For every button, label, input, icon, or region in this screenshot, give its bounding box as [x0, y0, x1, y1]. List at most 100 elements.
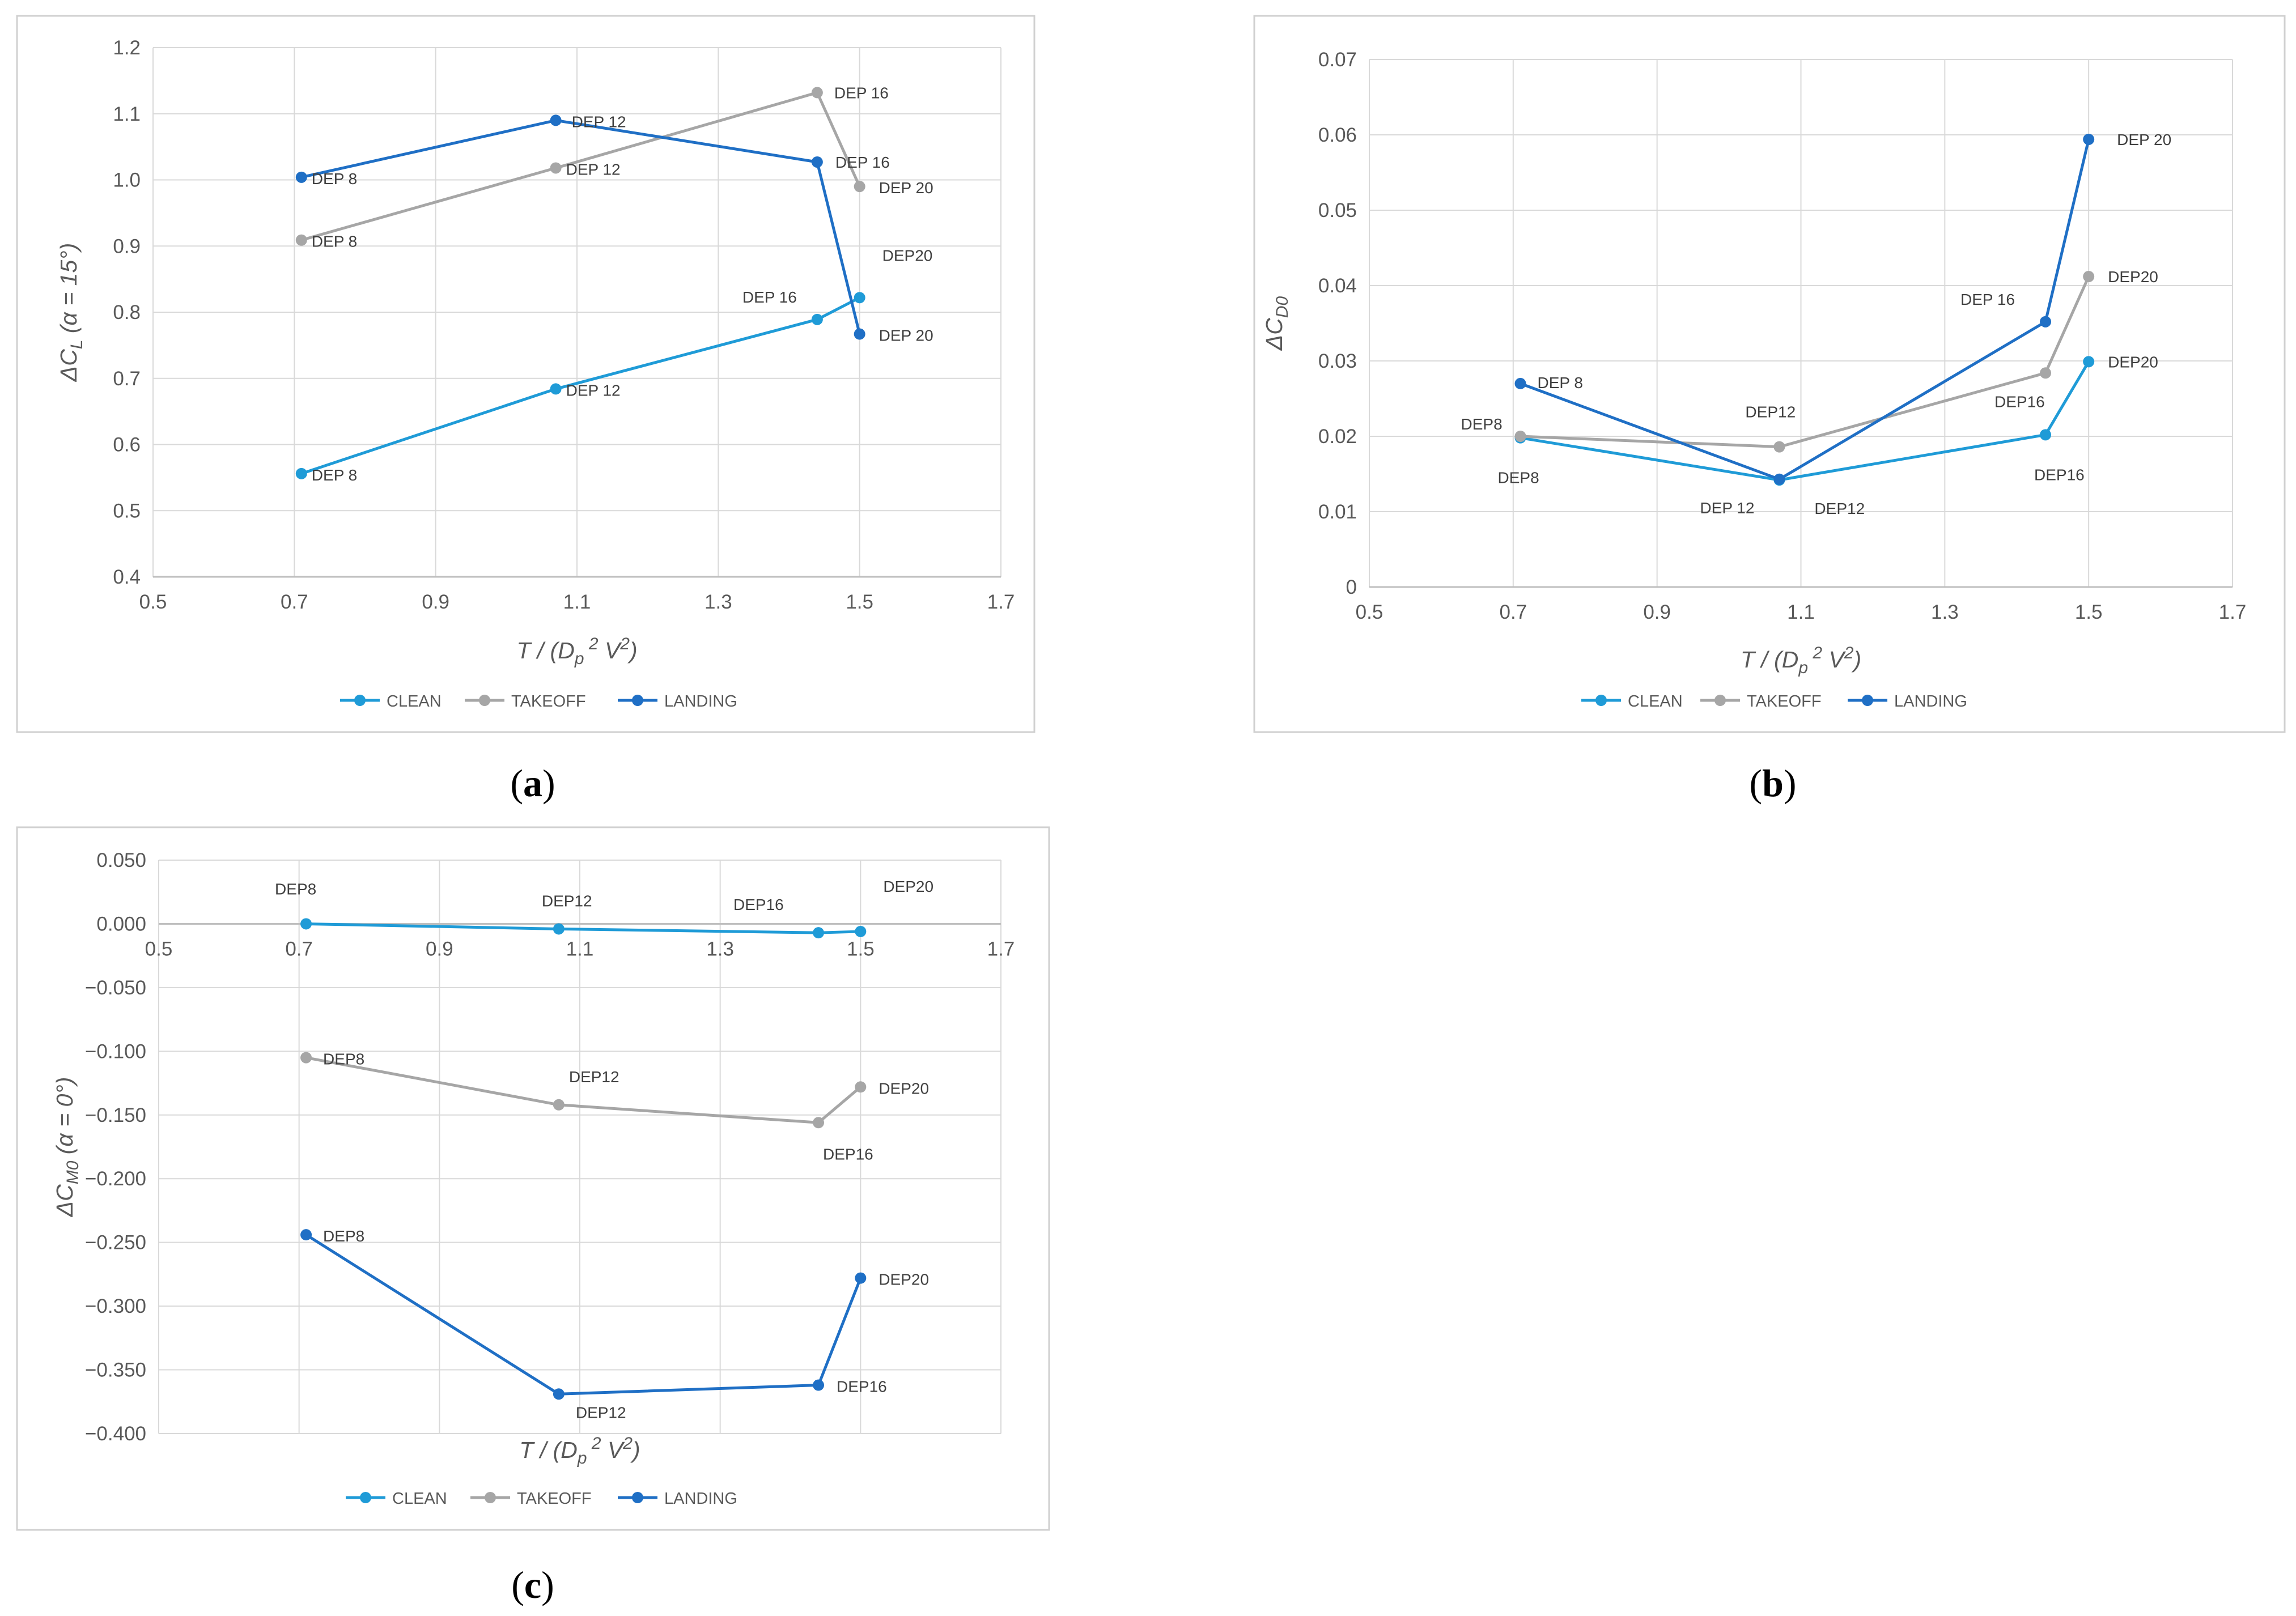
series-landing: DEP8 DEP12 DEP16 DEP20 [300, 1227, 929, 1421]
series-line-clean [305, 922, 861, 934]
data-label: DEP16 [823, 1145, 873, 1163]
data-label: DEP20 [878, 1271, 929, 1288]
y-tick-label: 0.050 [96, 849, 146, 871]
data-point [813, 1117, 825, 1129]
chart-a: 0.5 0.7 0.9 1.1 1.3 1.5 1.7 0.4 0.5 0.6 0.7 0.8 0.9 1… [16, 15, 1035, 733]
data-point [811, 156, 823, 168]
x-tick-label: 1.7 [2219, 601, 2247, 623]
data-point [2040, 429, 2052, 441]
y-tick-label: 0.01 [1318, 501, 1357, 523]
data-label: DEP8 [1461, 415, 1503, 433]
data-label: DEP12 [1814, 500, 1865, 517]
x-tick-label: 1.7 [987, 938, 1015, 960]
x-tick-label: 1.3 [706, 938, 734, 960]
data-point [813, 927, 825, 939]
legend-entry: LANDING [664, 692, 737, 711]
y-tick-label: 0.04 [1318, 275, 1357, 297]
x-tick-label: 0.5 [1356, 601, 1383, 623]
data-point [2040, 316, 2052, 328]
panel-letter: c [524, 1563, 541, 1606]
y-tick-label: 0.4 [113, 566, 141, 588]
data-label: DEP12 [576, 1404, 626, 1421]
y-tick-label: −0.150 [85, 1104, 146, 1126]
data-label: DEP8 [275, 880, 316, 898]
y-tick-label: −0.250 [85, 1232, 146, 1254]
y-tick-label: 0.000 [96, 913, 146, 935]
y-axis-title: ΔCD0 [1261, 296, 1292, 351]
data-point [813, 1379, 825, 1391]
y-tick-label: 1.2 [113, 37, 141, 59]
series-takeoff: DEP8 DEP12 DEP16 DEP20 [300, 1051, 929, 1163]
x-tick-label: 0.5 [139, 591, 167, 613]
data-label: DEP 8 [312, 466, 357, 484]
chart-frame [1253, 15, 2286, 733]
x-tick-label: 1.7 [987, 591, 1015, 613]
legend-entry: LANDING [664, 1490, 737, 1508]
y-tick-label: 0.9 [113, 235, 141, 257]
series-clean: DEP8 DEP12 DEP16 DEP20 [1498, 353, 2158, 517]
series-line-clean [1520, 361, 2090, 482]
data-label: DEP20 [878, 1079, 929, 1097]
x-tick-label: 1.5 [846, 591, 873, 613]
data-label: DEP20 [2108, 353, 2158, 371]
data-label: DEP16 [2034, 466, 2085, 483]
y-tick-label: 0.06 [1318, 124, 1357, 146]
x-tick-label: 1.1 [563, 591, 591, 613]
data-point [295, 171, 307, 183]
legend: CLEAN TAKEOFF LANDING [346, 1490, 737, 1508]
legend-entry: TAKEOFF [517, 1490, 592, 1508]
x-tick-label: 1.1 [1787, 601, 1815, 623]
data-label: DEP 8 [1538, 374, 1583, 392]
data-label: DEP 8 [312, 233, 357, 250]
legend-swatch-marker [1595, 695, 1607, 706]
panel-caption: (a) [510, 762, 555, 805]
data-label: DEP 16 [742, 288, 797, 306]
legend-swatch-marker [360, 1492, 371, 1503]
data-label: DEP16 [1994, 393, 2045, 410]
data-point [300, 1229, 312, 1241]
chart-b: 0.5 0.7 0.9 1.1 1.3 1.5 1.7 0 0.01 0.02 0.03 0.04 0.… [1253, 15, 2286, 733]
series-line-clean [301, 296, 860, 475]
data-point [855, 1081, 867, 1093]
y-tick-label: −0.400 [85, 1423, 146, 1445]
y-tick-label: 0.6 [113, 434, 141, 456]
y-tick-label: 1.0 [113, 169, 141, 192]
data-point [855, 1272, 867, 1284]
series-clean: DEP8 DEP12 DEP16 DEP20 [275, 878, 933, 939]
data-point [854, 328, 865, 340]
data-label: DEP 16 [834, 84, 889, 101]
legend: CLEAN TAKEOFF LANDING [340, 692, 737, 711]
y-tick-label: −0.350 [85, 1359, 146, 1381]
x-tick-label: 1.3 [1931, 601, 1959, 623]
y-tick-label: 1.1 [113, 103, 141, 125]
data-point [2083, 271, 2095, 283]
x-axis-title: T / (Dp 2 V2) [516, 635, 637, 668]
legend-swatch-marker [485, 1492, 496, 1503]
data-label: DEP 12 [1700, 499, 1754, 517]
y-tick-label: −0.300 [85, 1295, 146, 1317]
data-point [2083, 356, 2095, 368]
data-point [295, 234, 307, 246]
series-line-takeoff [1520, 276, 2090, 449]
x-tick-label: 0.7 [281, 591, 308, 613]
series-line-takeoff [305, 1056, 861, 1124]
data-point [811, 87, 823, 99]
data-label: DEP20 [2108, 268, 2158, 286]
data-label: DEP12 [1745, 403, 1796, 421]
x-axis-title: T / (Dp 2 V2) [1741, 644, 1861, 677]
legend-entry: TAKEOFF [1747, 692, 1822, 711]
data-point [2083, 133, 2095, 145]
data-label: DEP20 [883, 878, 933, 895]
legend-swatch-marker [632, 1492, 643, 1503]
series-line-landing [301, 118, 861, 335]
legend-swatch-marker [479, 695, 490, 706]
data-point [1514, 431, 1526, 442]
series-line-takeoff [301, 91, 861, 242]
data-label: DEP 20 [2117, 131, 2171, 148]
data-point [550, 383, 562, 395]
data-label: DEP20 [882, 246, 933, 264]
data-point [1773, 473, 1785, 485]
data-label: DEP 12 [566, 381, 621, 399]
series-takeoff: DEP 8 DEP 12 DEP 16 DEP 20 [295, 84, 933, 250]
